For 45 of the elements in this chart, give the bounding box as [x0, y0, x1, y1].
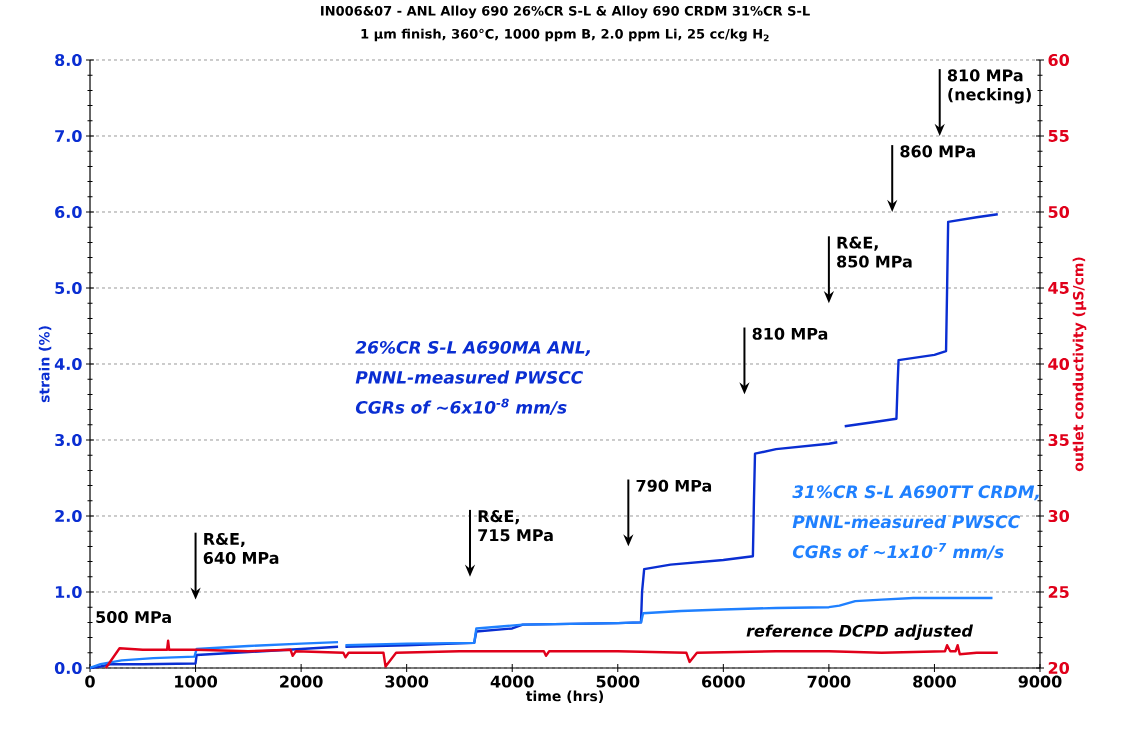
x-tick-label: 2000: [280, 675, 323, 688]
y2-tick-label: 20: [1048, 661, 1070, 675]
y-tick-label: 3.0: [55, 433, 82, 447]
annotation: R&E, 640 MPa: [203, 532, 279, 564]
x-tick-label: 3000: [385, 675, 429, 688]
y2-tick-label: 40: [1048, 357, 1070, 371]
y2-tick-label: 35: [1048, 433, 1069, 447]
annotation: 810 MPa: [752, 327, 828, 340]
x-tick-label: 6000: [702, 675, 745, 688]
y2-tick-label: 30: [1048, 509, 1070, 523]
y2-tick-label: 45: [1048, 282, 1069, 294]
annotation: R&E, 715 MPa: [478, 510, 553, 542]
x-tick-label: 1000: [175, 675, 218, 688]
text: 31%CR S-L A690TT CRDM, PNNL-measured PWSCC CGRs of ~1x10$^{-7}$ mm/s: [792, 485, 1039, 560]
y-tick-label: 6.0: [55, 205, 82, 219]
x-tick-label: 9000: [1018, 675, 1062, 688]
x-tick-label: 8000: [913, 675, 956, 688]
y-tick-label: 0.0: [54, 661, 82, 675]
y-tick-label: 7.0: [55, 129, 82, 143]
y-axis-title: strain (%): [38, 326, 52, 403]
line-series: [104, 639, 999, 670]
y2-axis-title: outlet conductivity (µS/cm): [1072, 257, 1087, 472]
text: 26%CR S-L A690MA ANL, PNNL-measured PWSCC CGRs of ~6x10$^{-8}$ mm/s: [355, 340, 590, 416]
y-tick-label: 4.0: [54, 357, 82, 371]
y2-tick-label: 25: [1048, 585, 1069, 599]
x-tick-label: 5000: [596, 675, 640, 688]
annotation: 500 MPa: [96, 611, 171, 624]
annotation: 860 MPa: [900, 145, 975, 158]
annotation: reference DCPD adjusted: [746, 624, 974, 641]
x-tick-label: 4000: [490, 675, 534, 688]
y-tick-label: 1.0: [55, 585, 82, 599]
x-axis-title: time (hrs): [525, 690, 604, 703]
x-tick-label: 7000: [807, 675, 851, 688]
annotation: R&E, 850 MPa: [837, 236, 912, 268]
annotation: 790 MPa: [636, 479, 712, 492]
y-tick-label: 8.0: [55, 53, 82, 67]
y2-tick-label: 55: [1048, 130, 1069, 142]
x-tick-label: 0: [85, 675, 95, 688]
y-tick-label: 2.0: [55, 509, 82, 523]
y2-tick-label: 60: [1048, 53, 1070, 67]
y-tick-label: 5.0: [55, 281, 82, 295]
y2-tick-label: 50: [1048, 205, 1070, 219]
chart-subtitle: 1 µm finish, 360°C, 1000 ppm B, 2.0 ppm Li, 25 cc/kg H$_{2}$: [361, 28, 769, 42]
annotation: 810 MPa (necking): [947, 69, 1031, 104]
chart-title: IN006&07 - ANL Alloy 690 26%CR S-L & Alloy 690 CRDM 31%CR S-L: [321, 5, 810, 19]
